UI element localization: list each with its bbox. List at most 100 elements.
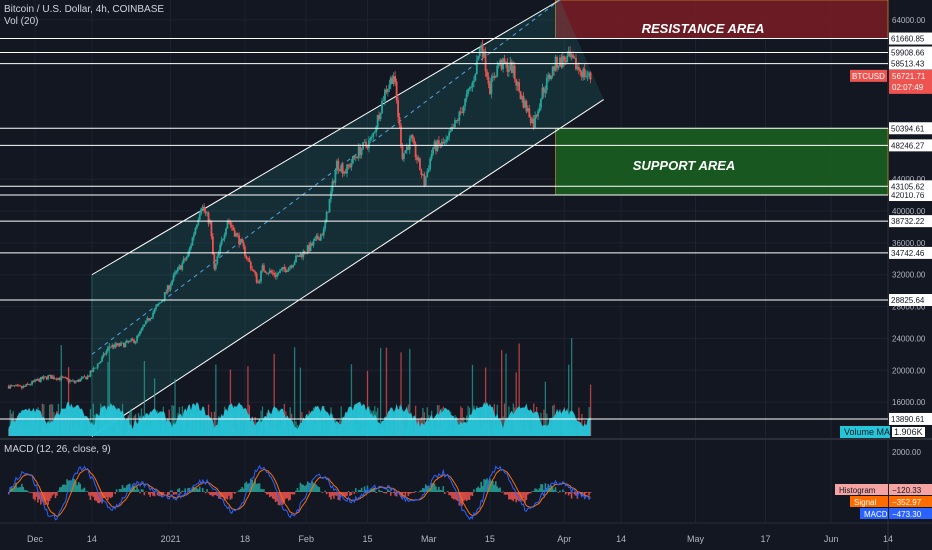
candle-body	[57, 377, 60, 380]
macd-histogram-bar	[121, 485, 124, 492]
macd-histogram-bar	[388, 490, 391, 492]
macd-histogram-bar	[346, 492, 348, 496]
candle-body	[89, 370, 92, 377]
macd-histogram-bar	[529, 492, 532, 494]
macd-histogram-bar	[531, 491, 534, 492]
macd-histogram-bar	[88, 492, 90, 496]
candle-body	[217, 252, 220, 257]
volume-bar	[505, 353, 507, 436]
candle-body	[133, 339, 136, 344]
candle-body	[407, 146, 410, 150]
macd-signal-line	[8, 468, 591, 518]
x-axis-tick-label: Dec	[27, 534, 44, 544]
macd-histogram-bar	[147, 492, 150, 495]
last-price-tag	[889, 69, 932, 94]
resistance-zone-label: RESISTANCE AREA	[642, 21, 765, 36]
volume-bar	[570, 338, 573, 436]
macd-histogram-bar	[410, 492, 412, 494]
candle-body	[589, 72, 592, 80]
candle-body	[435, 141, 437, 152]
volume-bar	[153, 378, 156, 436]
macd-histogram-bar	[289, 492, 291, 500]
candle-body	[369, 137, 372, 141]
y-axis-tick-label: 40000.00	[892, 207, 926, 216]
macd-histogram-bar	[385, 492, 388, 494]
macd-histogram-bar	[349, 492, 351, 496]
macd-histogram-bar	[451, 492, 453, 499]
volume-bar	[340, 406, 342, 436]
candle-body	[23, 386, 26, 387]
level-price-label: 38732.22	[891, 217, 925, 226]
candle-body	[572, 54, 574, 59]
macd-histogram-bar	[152, 492, 154, 496]
candle-body	[459, 111, 462, 113]
macd-histogram-bar	[563, 491, 566, 492]
candle-body	[108, 346, 111, 348]
candle-body	[70, 380, 73, 382]
candle-body	[7, 386, 10, 389]
candle-body	[455, 120, 458, 121]
volume-ma-legend: Volume MA 1.906K	[840, 426, 925, 438]
candle-body	[175, 271, 178, 273]
candle-body	[16, 385, 19, 387]
macd-histogram-bar	[110, 492, 112, 499]
macd-histogram-bar	[108, 492, 111, 498]
resistance-zone	[555, 0, 889, 39]
volume-bar	[67, 367, 70, 436]
candle-body	[273, 272, 276, 276]
macd-histogram-bar	[63, 484, 65, 492]
candle-body	[351, 155, 354, 164]
macd-histogram-bar	[58, 487, 61, 492]
macd-histogram-bar	[53, 492, 55, 494]
candle-body	[325, 212, 328, 222]
candle-body	[414, 143, 417, 157]
macd-histogram-bar	[37, 492, 39, 503]
candle-body	[316, 235, 319, 239]
candle-body	[146, 318, 149, 321]
macd-histogram-bar	[521, 492, 523, 502]
candle-body	[204, 210, 207, 213]
candle-body	[397, 99, 399, 117]
candle-body	[53, 376, 55, 379]
candle-body	[333, 181, 335, 183]
volume-bar	[229, 369, 232, 436]
macd-signal-value: −352.97	[892, 498, 922, 507]
candle-body	[159, 302, 162, 304]
macd-histogram-bar	[557, 492, 560, 493]
symbol-title: Bitcoin / U.S. Dollar, 4h, COINBASE	[4, 4, 165, 15]
macd-histogram-bar	[86, 491, 89, 492]
candle-body	[260, 270, 262, 282]
macd-histogram-bar	[325, 492, 328, 495]
x-axis-tick-label: 15	[362, 534, 372, 544]
volume-bar	[546, 413, 548, 436]
candle-body	[137, 334, 140, 336]
macd-histogram-bar	[120, 489, 122, 492]
macd-histogram-bar	[419, 490, 421, 492]
candle-body	[510, 61, 513, 74]
candle-body	[252, 269, 255, 272]
macd-histogram-bar	[382, 492, 385, 493]
macd-histogram-bar	[292, 492, 294, 495]
volume-bar	[92, 403, 95, 436]
level-price-label: 58513.43	[891, 60, 925, 69]
macd-histogram-bar	[492, 480, 494, 492]
level-price-label: 43105.62	[891, 182, 925, 191]
macd-histogram-bar	[75, 481, 77, 492]
candle-body	[284, 269, 287, 273]
macd-axis-tick-label: 2000.00	[892, 448, 921, 457]
candle-body	[322, 228, 325, 236]
macd-histogram-bar	[18, 487, 20, 492]
candle-body	[185, 256, 188, 260]
y-axis-tick-label: 64000.00	[892, 16, 926, 25]
macd-histogram-bar	[44, 492, 47, 505]
macd-histogram-bar	[378, 489, 380, 492]
candle-body	[45, 376, 48, 380]
candle-body	[400, 125, 402, 147]
macd-histogram-bar	[137, 489, 140, 492]
macd-histogram-bar	[305, 484, 308, 492]
macd-histogram-bar	[276, 492, 278, 502]
candle-body	[499, 60, 502, 65]
macd-histogram-bar	[225, 492, 227, 499]
macd-histogram-bar	[505, 492, 507, 495]
